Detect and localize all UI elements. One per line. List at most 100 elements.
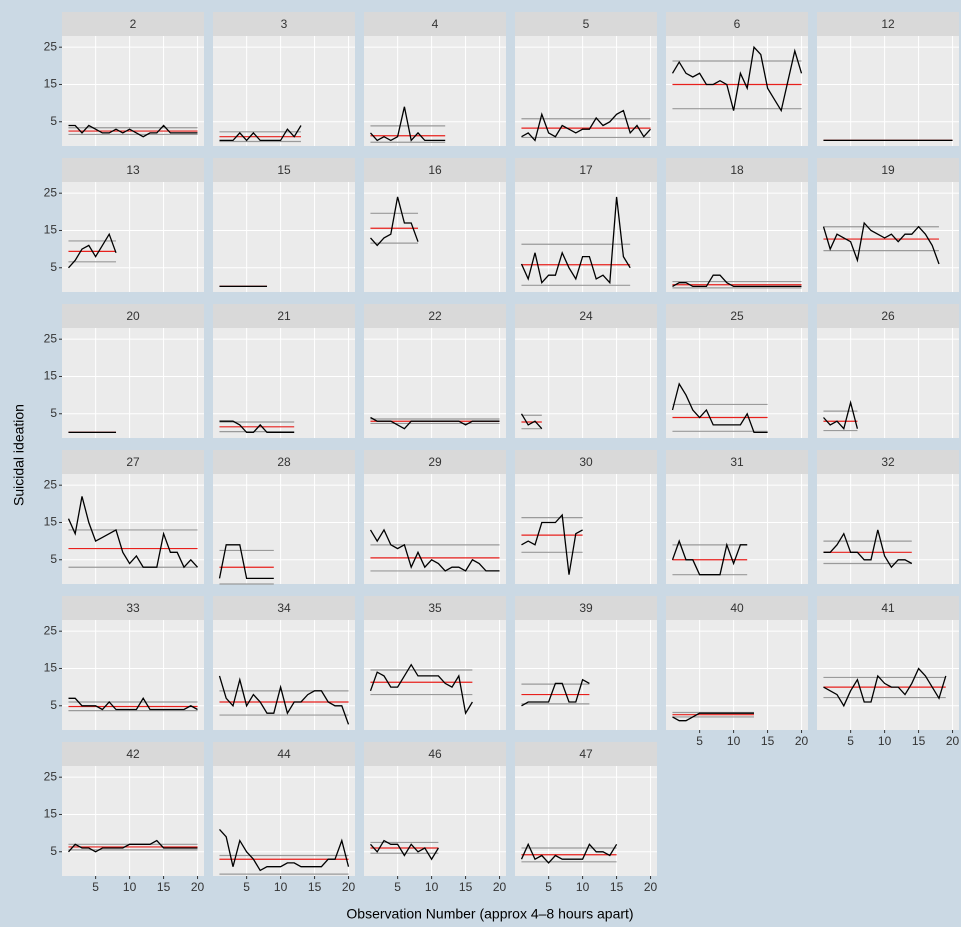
panel — [817, 36, 959, 146]
strip-label: 32 — [881, 455, 895, 469]
strip-label: 46 — [428, 747, 442, 761]
panel — [364, 620, 506, 730]
x-tick-label: 20 — [946, 734, 960, 748]
series-line — [68, 697, 198, 711]
strip — [213, 12, 355, 36]
strip-label: 29 — [428, 455, 442, 469]
strip — [515, 12, 657, 36]
series-line — [672, 712, 754, 722]
panel — [213, 474, 355, 584]
series-line — [68, 124, 198, 138]
strip — [817, 304, 959, 328]
y-tick-label: 5 — [50, 260, 57, 274]
series-line — [219, 828, 350, 872]
y-tick-label: 25 — [44, 185, 58, 199]
series-line — [520, 842, 618, 864]
series-line — [369, 663, 473, 716]
series-line — [369, 528, 500, 572]
strip-label: 2 — [130, 17, 137, 31]
strip-label: 40 — [730, 601, 744, 615]
series-line — [67, 496, 198, 569]
panel — [213, 182, 355, 292]
x-tick-label: 10 — [878, 734, 892, 748]
strip-label: 5 — [583, 17, 590, 31]
x-tick-label: 15 — [308, 880, 322, 894]
strip-label: 16 — [428, 163, 442, 177]
panel — [364, 474, 506, 584]
x-tick-label: 5 — [394, 880, 401, 894]
x-tick-label: 15 — [157, 880, 171, 894]
series-line — [68, 839, 198, 853]
strip-label: 27 — [126, 455, 140, 469]
x-tick-label: 10 — [123, 880, 137, 894]
panel — [364, 328, 506, 438]
strip — [817, 158, 959, 182]
strip — [817, 450, 959, 474]
strip-label: 3 — [281, 17, 288, 31]
panel — [62, 474, 204, 584]
strip — [62, 742, 204, 766]
strip-label: 22 — [428, 309, 442, 323]
strip — [666, 158, 808, 182]
strip — [666, 304, 808, 328]
series-line — [672, 274, 802, 288]
series-line — [671, 539, 748, 576]
strip-label: 41 — [881, 601, 895, 615]
panel — [666, 182, 808, 292]
panel — [817, 182, 959, 292]
strip-label: 20 — [126, 309, 140, 323]
x-tick-label: 20 — [342, 880, 356, 894]
strip-label: 47 — [579, 747, 593, 761]
strip — [817, 12, 959, 36]
y-tick-label: 5 — [50, 552, 57, 566]
x-tick-label: 20 — [644, 880, 658, 894]
panel — [213, 36, 355, 146]
panel — [515, 182, 657, 292]
panel — [817, 620, 959, 730]
panel — [666, 328, 808, 438]
strip — [364, 450, 506, 474]
panel — [515, 766, 657, 876]
strip — [666, 596, 808, 620]
strip — [364, 12, 506, 36]
series-line — [219, 125, 302, 142]
x-tick-label: 5 — [847, 734, 854, 748]
panel — [666, 474, 808, 584]
panel — [515, 620, 657, 730]
series-line — [823, 529, 913, 569]
y-tick-label: 25 — [44, 623, 58, 637]
strip-label: 42 — [126, 747, 140, 761]
series-line — [823, 667, 947, 708]
panel — [213, 766, 355, 876]
x-tick-label: 5 — [696, 734, 703, 748]
strip-label: 4 — [432, 17, 439, 31]
y-tick-label: 15 — [44, 77, 58, 91]
x-tick-label: 15 — [459, 880, 473, 894]
series-line — [370, 106, 446, 142]
strip-label: 39 — [579, 601, 593, 615]
x-tick-label: 5 — [545, 880, 552, 894]
strip — [817, 596, 959, 620]
x-tick-label: 5 — [243, 880, 250, 894]
strip — [364, 742, 506, 766]
strip — [515, 596, 657, 620]
strip — [364, 158, 506, 182]
y-tick-label: 5 — [50, 698, 57, 712]
panel — [666, 620, 808, 730]
strip — [213, 304, 355, 328]
series-line — [822, 221, 940, 265]
series-line — [521, 109, 651, 142]
x-tick-label: 20 — [795, 734, 809, 748]
x-tick-label: 10 — [274, 880, 288, 894]
strip-label: 21 — [277, 309, 291, 323]
strip — [62, 596, 204, 620]
x-tick-label: 20 — [493, 880, 507, 894]
strip — [62, 304, 204, 328]
strip-label: 24 — [579, 309, 593, 323]
y-tick-label: 25 — [44, 477, 58, 491]
strip — [364, 304, 506, 328]
strip-label: 13 — [126, 163, 140, 177]
x-tick-label: 15 — [761, 734, 775, 748]
panel — [213, 328, 355, 438]
